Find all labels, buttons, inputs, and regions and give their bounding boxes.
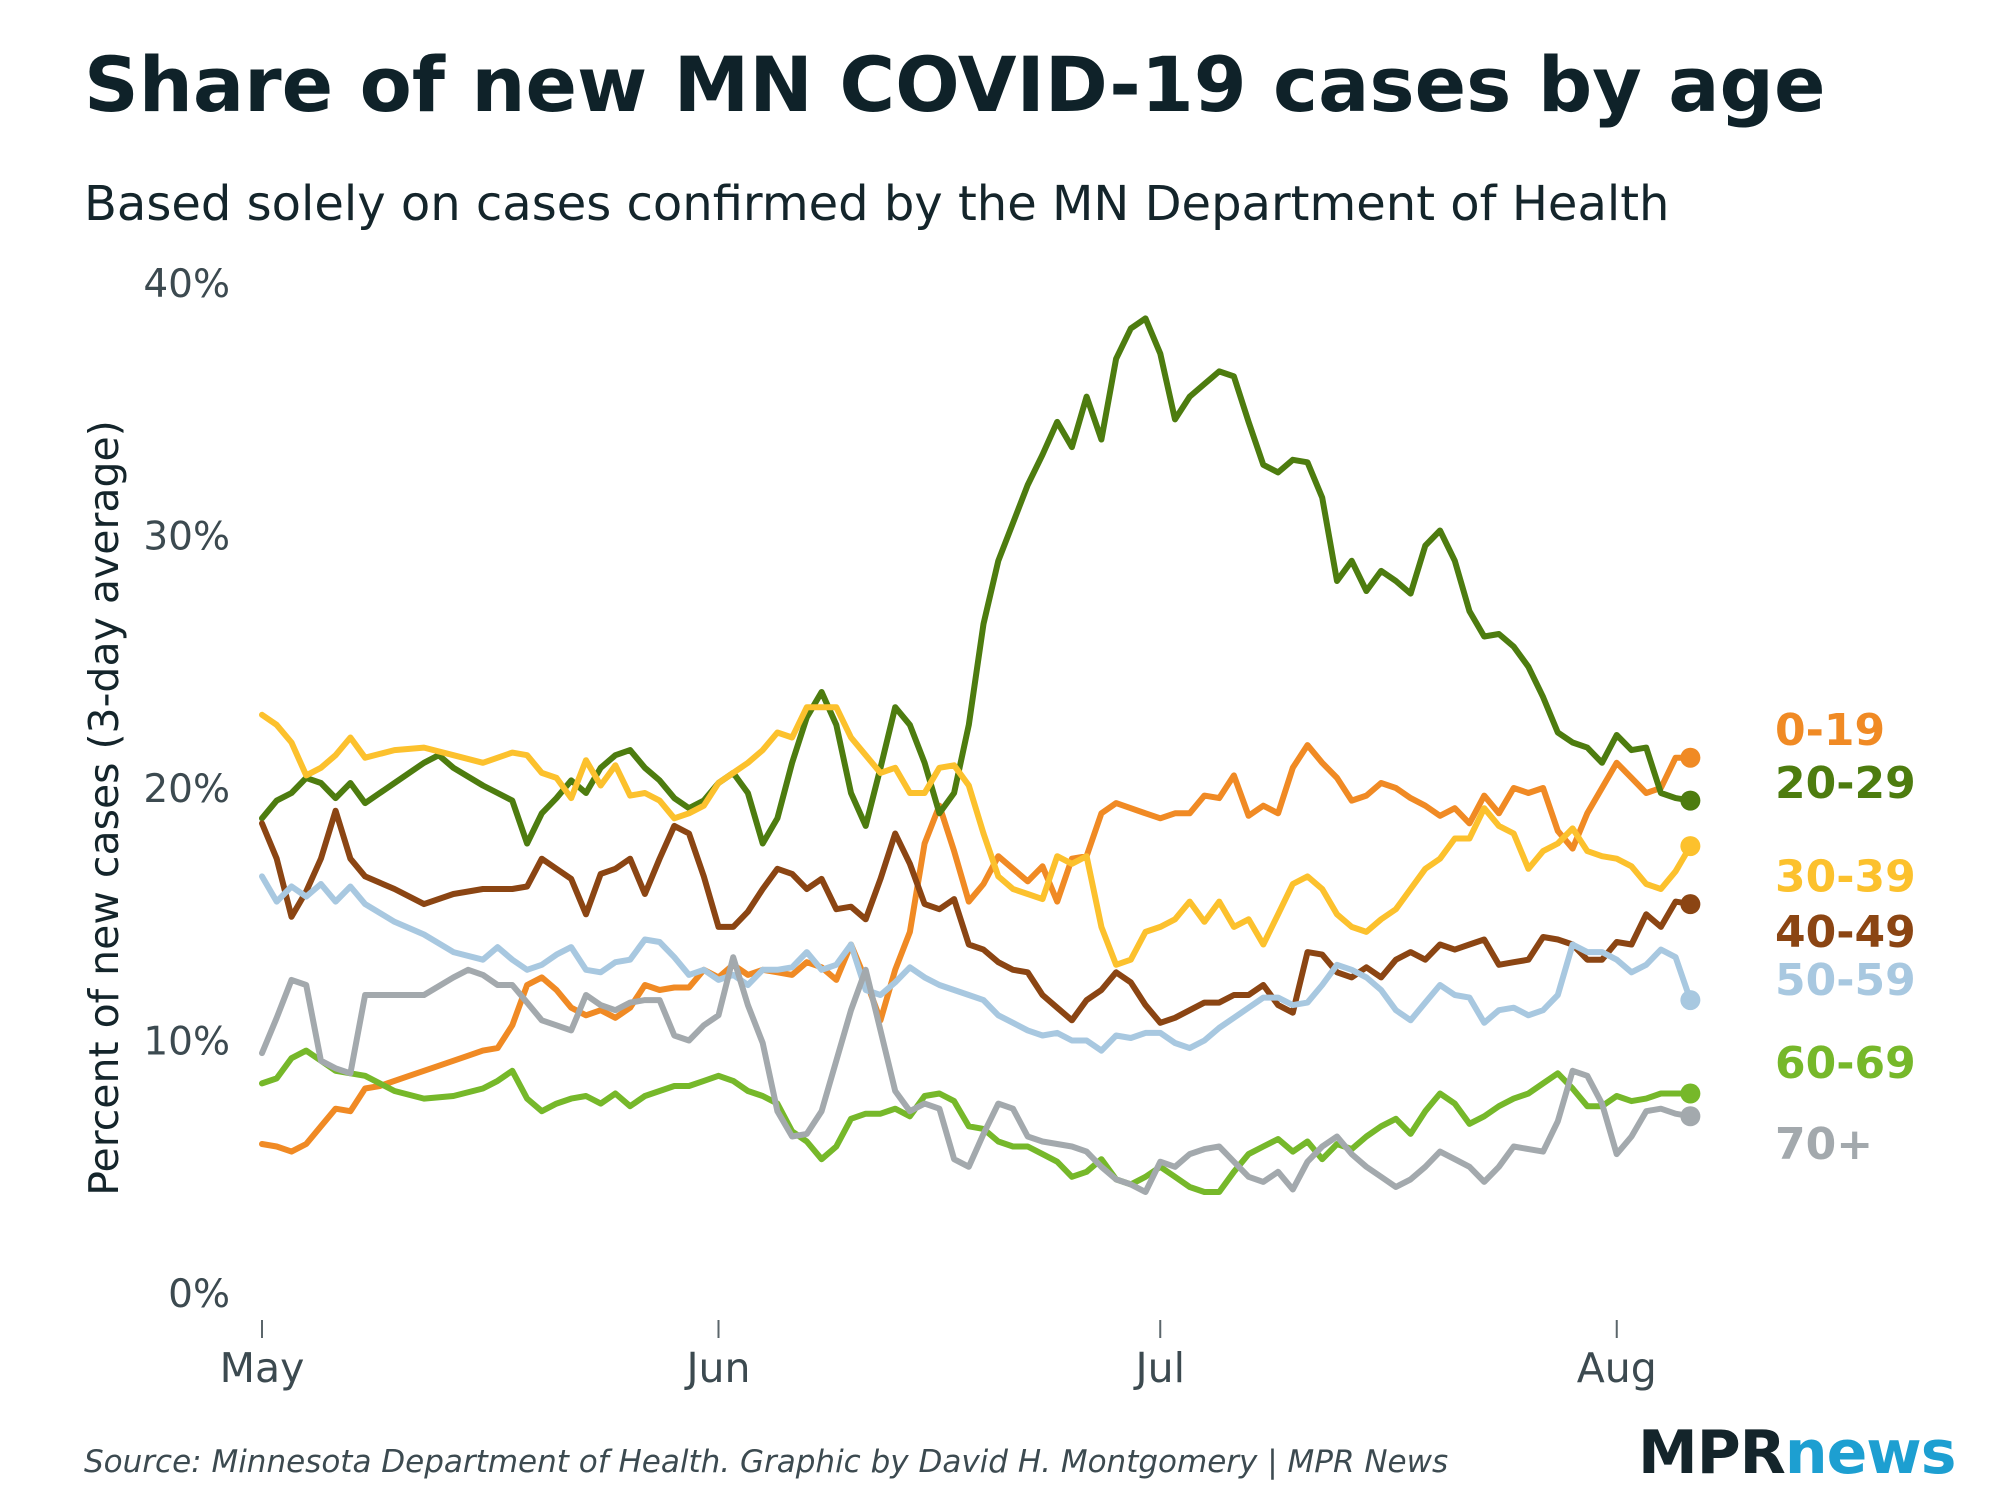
end-marker-20-29	[1680, 790, 1701, 811]
chart-area: Percent of new cases (3-day average) 0% 1…	[80, 262, 1916, 1392]
chart-subtitle: Based solely on cases confirmed by the M…	[84, 176, 1670, 232]
series-line-30-39	[259, 704, 1694, 968]
end-marker-30-39	[1680, 836, 1701, 857]
source-note: Source: Minnesota Department of Health. …	[84, 1444, 1449, 1480]
end-marker-60-69	[1680, 1083, 1701, 1104]
end-label-40-49: 40-49	[1775, 907, 1916, 958]
series-line-40-49	[259, 807, 1694, 1026]
y-tick-label: 30%	[143, 515, 230, 560]
x-tick-label: Jul	[1133, 1344, 1185, 1392]
end-label-30-39: 30-39	[1775, 851, 1916, 902]
end-label-0-19: 0-19	[1775, 705, 1885, 756]
end-marker-0-19	[1680, 747, 1701, 768]
series-line-0-19	[259, 742, 1694, 1155]
y-axis: 0% 10% 20% 30% 40%	[143, 262, 230, 1317]
series-line-70+	[259, 954, 1694, 1195]
x-axis: May Jun Jul Aug	[220, 1320, 1657, 1392]
y-axis-label: Percent of new cases (3-day average)	[80, 420, 128, 1195]
y-tick-label: 40%	[143, 262, 230, 307]
end-marker-40-49	[1680, 894, 1701, 915]
x-tick-label: Jun	[683, 1344, 750, 1392]
end-label-20-29: 20-29	[1775, 758, 1916, 809]
end-marker-70+	[1680, 1106, 1701, 1127]
end-label-50-59: 50-59	[1775, 955, 1916, 1006]
y-tick-label: 0%	[168, 1272, 230, 1317]
series-end-markers	[1680, 747, 1701, 1127]
series-line-50-59	[259, 873, 1694, 1054]
series-line-20-29	[259, 315, 1694, 847]
y-tick-label: 20%	[143, 767, 230, 812]
logo-mpr-text: MPR	[1638, 1418, 1786, 1488]
end-label-60-69: 60-69	[1775, 1038, 1916, 1089]
series-line-60-69	[259, 1047, 1694, 1195]
mpr-news-logo: MPRnews	[1638, 1418, 1957, 1488]
series-lines	[259, 315, 1694, 1195]
chart-title: Share of new MN COVID-19 cases by age	[84, 40, 1826, 129]
x-tick-label: May	[220, 1344, 305, 1392]
logo-news-text: news	[1784, 1418, 1957, 1488]
end-marker-50-59	[1680, 990, 1701, 1011]
end-label-70+: 70+	[1775, 1119, 1873, 1170]
y-tick-label: 10%	[143, 1020, 230, 1065]
x-tick-label: Aug	[1577, 1344, 1657, 1392]
